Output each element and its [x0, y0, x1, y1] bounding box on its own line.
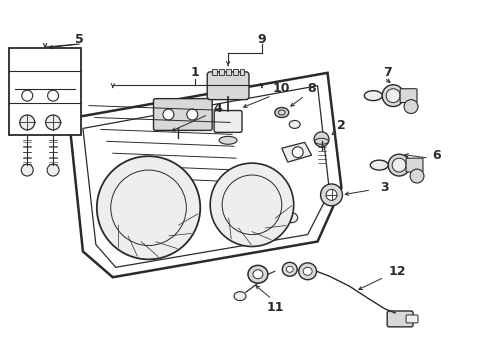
- Text: 10: 10: [272, 82, 290, 95]
- Circle shape: [403, 100, 417, 113]
- Circle shape: [47, 90, 59, 101]
- Circle shape: [325, 189, 336, 201]
- Bar: [211, 69, 216, 75]
- Bar: [239, 69, 244, 75]
- Ellipse shape: [386, 89, 399, 103]
- FancyBboxPatch shape: [399, 89, 416, 103]
- Ellipse shape: [369, 160, 387, 170]
- Circle shape: [186, 109, 197, 120]
- Bar: [225, 69, 230, 75]
- Bar: [232, 69, 237, 75]
- Ellipse shape: [282, 262, 297, 276]
- Circle shape: [21, 164, 33, 176]
- Ellipse shape: [252, 270, 263, 279]
- Text: 6: 6: [432, 149, 440, 162]
- Ellipse shape: [298, 263, 316, 280]
- FancyBboxPatch shape: [207, 72, 248, 100]
- FancyBboxPatch shape: [405, 315, 417, 323]
- Ellipse shape: [364, 91, 382, 100]
- Circle shape: [22, 90, 33, 101]
- FancyBboxPatch shape: [386, 311, 412, 327]
- Text: 12: 12: [387, 265, 405, 278]
- Ellipse shape: [234, 292, 245, 301]
- Text: 5: 5: [74, 33, 83, 46]
- Circle shape: [292, 147, 303, 158]
- Ellipse shape: [387, 154, 409, 176]
- FancyBboxPatch shape: [153, 99, 212, 130]
- FancyBboxPatch shape: [405, 158, 422, 172]
- Ellipse shape: [285, 266, 293, 272]
- FancyBboxPatch shape: [9, 48, 81, 135]
- Circle shape: [47, 164, 59, 176]
- Text: 8: 8: [306, 82, 315, 95]
- Ellipse shape: [391, 158, 405, 172]
- Ellipse shape: [285, 213, 297, 223]
- Text: 11: 11: [265, 301, 283, 314]
- Text: 2: 2: [336, 119, 345, 132]
- Text: 3: 3: [379, 181, 388, 194]
- Text: 1: 1: [190, 66, 199, 79]
- Ellipse shape: [219, 136, 237, 144]
- Ellipse shape: [289, 121, 300, 129]
- Circle shape: [97, 156, 200, 260]
- Bar: [218, 69, 223, 75]
- Ellipse shape: [247, 265, 267, 283]
- Polygon shape: [69, 73, 341, 277]
- Circle shape: [320, 184, 342, 206]
- Ellipse shape: [303, 267, 311, 275]
- Ellipse shape: [382, 85, 403, 107]
- Circle shape: [409, 169, 423, 183]
- Text: 4: 4: [213, 102, 222, 115]
- Circle shape: [20, 115, 35, 130]
- Ellipse shape: [274, 108, 288, 117]
- Circle shape: [210, 163, 293, 247]
- Polygon shape: [281, 142, 311, 162]
- Text: 9: 9: [257, 33, 265, 46]
- Circle shape: [45, 115, 61, 130]
- Text: 7: 7: [382, 66, 391, 79]
- FancyBboxPatch shape: [214, 111, 242, 132]
- Circle shape: [313, 132, 328, 147]
- Circle shape: [163, 109, 174, 120]
